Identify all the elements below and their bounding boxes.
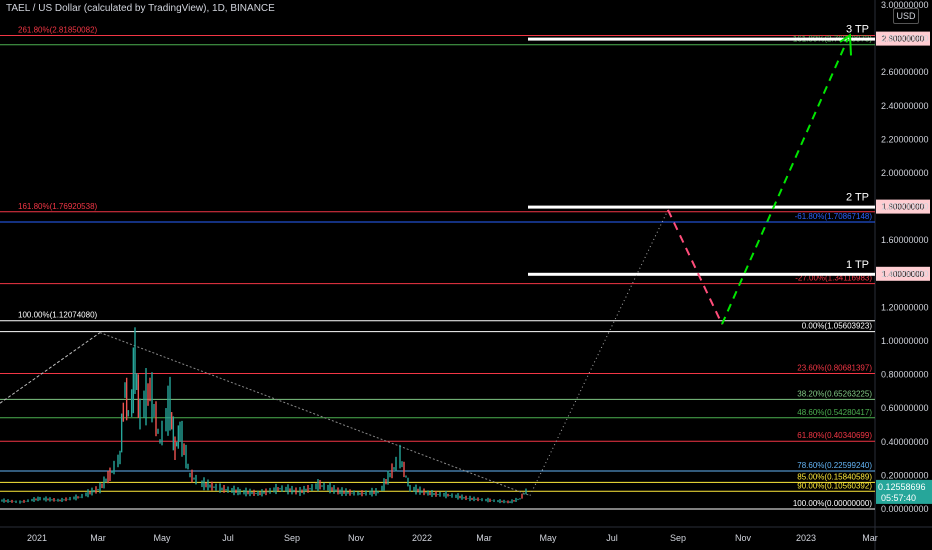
fib-level-label: 61.80%(0.40340699) xyxy=(797,431,872,440)
target-price-badge[interactable] xyxy=(876,199,930,214)
projection-up-arrow xyxy=(721,38,849,325)
target-price-badge[interactable] xyxy=(876,31,930,46)
y-axis-tick-label: 0.40000000 xyxy=(881,437,929,447)
target-price-text: 1.40000000 xyxy=(882,270,925,279)
y-axis-tick-label: 2.40000000 xyxy=(881,101,929,111)
x-axis-tick-label: Mar xyxy=(90,533,106,543)
left-fib-label: 161.80%(1.76920538) xyxy=(18,202,98,211)
fib-level-label: -27.00%(1.34116983) xyxy=(795,274,872,283)
y-axis-tick-label: 2.60000000 xyxy=(881,67,929,77)
fib-level-label: 0.00%(1.05603923) xyxy=(802,322,873,331)
target-label: 1 TP xyxy=(846,259,869,271)
projection-dotted xyxy=(529,209,669,496)
fib-level-label: 38.20%(0.65263225) xyxy=(797,389,872,398)
arrowhead-icon xyxy=(839,33,852,56)
x-axis-tick-label: Mar xyxy=(476,533,492,543)
x-axis-tick-label: 2021 xyxy=(27,533,47,543)
last-price-badge[interactable] xyxy=(876,479,932,504)
fib-level-label: 85.00%(0.15840589) xyxy=(797,472,872,481)
x-axis-tick-label: Sep xyxy=(670,533,686,543)
left-fib-label: 100.00%(1.12074080) xyxy=(18,311,98,320)
x-axis-tick-label: Nov xyxy=(735,533,752,543)
y-axis-tick-label: 2.20000000 xyxy=(881,134,929,144)
x-axis-tick-label: May xyxy=(153,533,171,543)
y-axis-tick-label: 1.00000000 xyxy=(881,336,929,346)
x-axis-tick-label: Sep xyxy=(284,533,300,543)
y-axis-tick-label: 2.00000000 xyxy=(881,168,929,178)
left-fib-label: 261.80%(2.81850082) xyxy=(18,25,98,34)
x-axis-tick-label: Jul xyxy=(222,533,234,543)
chart-title: TAEL / US Dollar (calculated by TradingV… xyxy=(6,3,275,14)
target-price-text: 2.80000000 xyxy=(882,35,925,44)
projection-down-arrow xyxy=(667,209,723,325)
y-axis-tick-label: 0.80000000 xyxy=(881,370,929,380)
fib-level-label: 100.00%(0.00000000) xyxy=(793,499,873,508)
trendline-rising xyxy=(0,332,101,404)
x-axis-tick-label: Mar xyxy=(862,533,878,543)
y-axis-tick-label: 2.80000000 xyxy=(881,34,929,44)
y-axis-tick-label: 1.20000000 xyxy=(881,302,929,312)
currency-badge[interactable]: USD xyxy=(893,8,919,24)
last-price-text: 0.12558696 xyxy=(878,482,926,492)
fib-level-label: 90.00%(0.10560392) xyxy=(797,481,872,490)
target-label: 3 TP xyxy=(846,24,869,36)
x-axis-tick-label: Nov xyxy=(348,533,365,543)
target-label: 2 TP xyxy=(846,192,869,204)
y-axis-tick-label: 0.20000000 xyxy=(881,470,929,480)
fib-level-label: 48.60%(0.54280417) xyxy=(797,408,872,417)
fib-level-label: -61.80%(1.70867148) xyxy=(795,212,873,221)
y-axis-tick-label: 3.00000000 xyxy=(881,0,929,10)
x-axis-tick-label: Jul xyxy=(606,533,618,543)
target-line xyxy=(528,37,875,41)
countdown-text: 05:57:40 xyxy=(881,493,916,503)
y-axis-tick-label: 0.00000000 xyxy=(881,504,929,514)
y-axis-tick-label: 0.60000000 xyxy=(881,403,929,413)
x-axis-tick-label: 2023 xyxy=(796,533,816,543)
x-axis-tick-label: 2022 xyxy=(412,533,432,543)
fib-level-label: 78.60%(0.22599240) xyxy=(797,461,872,470)
y-axis-tick-label: 1.60000000 xyxy=(881,235,929,245)
y-axis-tick-label: 1.80000000 xyxy=(881,202,929,212)
fib-level-label: 23.60%(0.80681397) xyxy=(797,363,872,372)
target-line xyxy=(528,272,875,276)
target-price-badge[interactable] xyxy=(876,266,930,281)
x-axis-tick-label: May xyxy=(539,533,557,543)
trendline-falling xyxy=(99,332,531,497)
y-axis-tick-label: 1.40000000 xyxy=(881,269,929,279)
target-line xyxy=(528,205,875,209)
target-price-text: 1.80000000 xyxy=(882,203,925,212)
